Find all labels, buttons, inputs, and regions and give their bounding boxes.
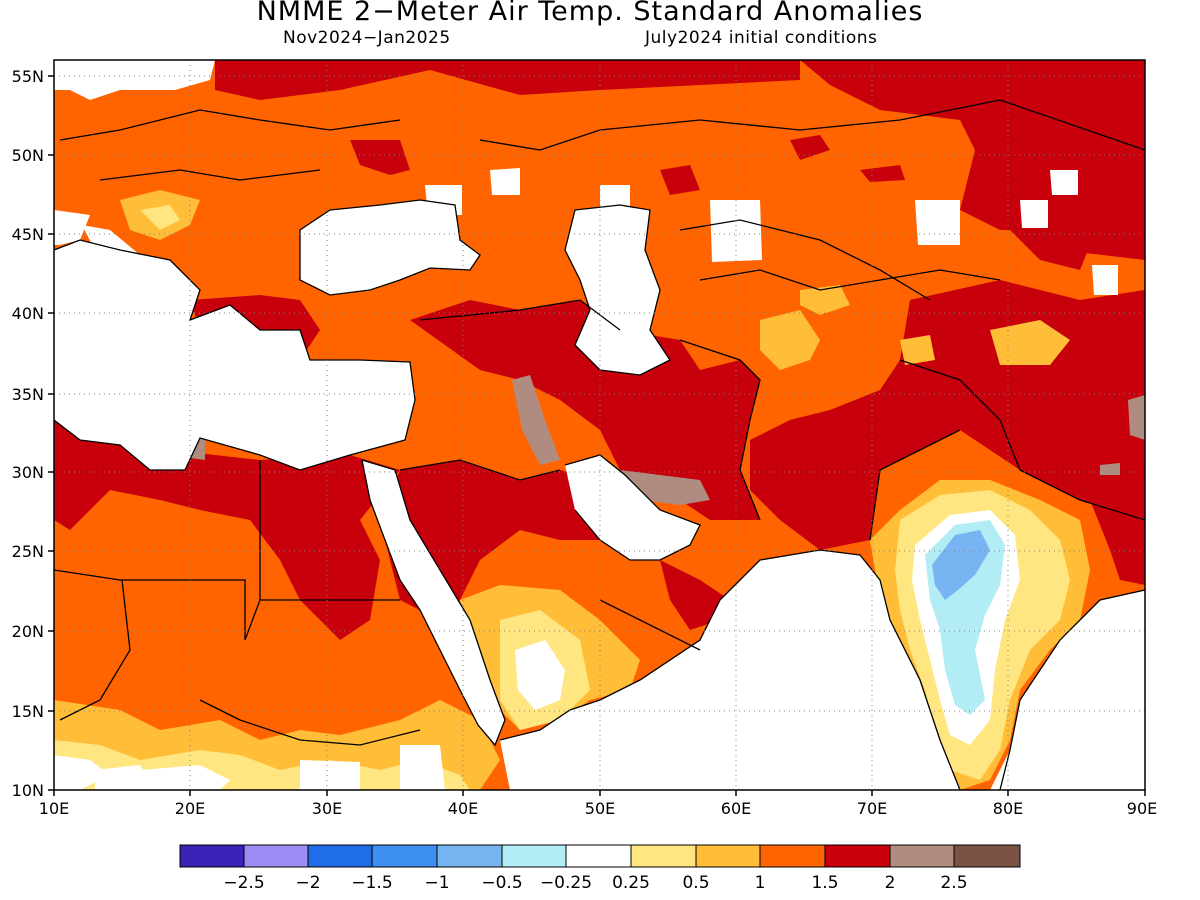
colorbar-swatch (436, 844, 503, 868)
anomaly-field (54, 60, 1145, 790)
lat-label: 20N (12, 622, 44, 641)
forecast-period: Nov2024−Jan2025 (283, 28, 451, 48)
colorbar-swatch (953, 844, 1021, 868)
gridlines (54, 60, 1145, 790)
colorbar-label: 1.5 (811, 873, 838, 893)
colorbar-label: 1 (755, 873, 766, 893)
colorbar-swatch (824, 844, 891, 868)
colorbar-swatch (243, 844, 309, 868)
colorbar-swatch (759, 844, 826, 868)
lat-label: 50N (12, 146, 44, 165)
colorbar-label: −2.5 (223, 873, 264, 893)
colorbar-label: −0.5 (481, 873, 522, 893)
lat-label: 55N (12, 67, 44, 86)
colorbar-label: 0.5 (682, 873, 709, 893)
lat-label: 10N (12, 781, 44, 800)
chart-title: NMME 2−Meter Air Temp. Standard Anomalie… (256, 0, 924, 27)
lat-label: 25N (12, 542, 44, 561)
lat-label: 30N (12, 463, 44, 482)
lon-label: 30E (312, 799, 342, 818)
colorbar-swatch (889, 844, 955, 868)
colorbar-swatch (371, 844, 438, 868)
latitude-axis: 55N 50N 45N 40N 35N 30N 25N 20N 15N 10N (12, 67, 54, 800)
lon-label: 40E (448, 799, 478, 818)
lat-label: 15N (12, 702, 44, 721)
colorbar-label: −1.5 (351, 873, 392, 893)
colorbar-swatch (695, 844, 761, 868)
lon-label: 80E (993, 799, 1023, 818)
lat-label: 40N (12, 304, 44, 323)
colorbar-label: −0.25 (540, 873, 592, 893)
lon-label: 20E (175, 799, 205, 818)
colorbar-swatch (565, 844, 632, 868)
colorbar: −2.5 −2 −1.5 −1 −0.5 −0.25 0.25 0.5 1 1.… (179, 844, 1021, 893)
lat-label: 45N (12, 225, 44, 244)
lat-label: 35N (12, 385, 44, 404)
initial-conditions: July2024 initial conditions (645, 28, 878, 48)
colorbar-swatch (179, 844, 245, 868)
colorbar-label: 2.5 (940, 873, 967, 893)
colorbar-label: 0.25 (612, 873, 650, 893)
colorbar-swatch (307, 844, 373, 868)
masked-regions (54, 60, 1145, 790)
lon-label: 10E (39, 799, 69, 818)
colorbar-swatch (501, 844, 567, 868)
brown-gray-anomaly-regions (190, 375, 1145, 505)
colorbar-label: −2 (295, 873, 320, 893)
colorbar-label: −1 (424, 873, 449, 893)
lon-label: 50E (585, 799, 615, 818)
lon-label: 70E (857, 799, 887, 818)
light-blue-anomaly-region (932, 530, 990, 600)
colorbar-label: 2 (885, 873, 896, 893)
longitude-axis: 10E 20E 30E 40E 50E 60E 70E 80E 90E (39, 790, 1157, 818)
lon-label: 90E (1127, 799, 1157, 818)
colorbar-swatch (630, 844, 697, 868)
lon-label: 60E (721, 799, 751, 818)
